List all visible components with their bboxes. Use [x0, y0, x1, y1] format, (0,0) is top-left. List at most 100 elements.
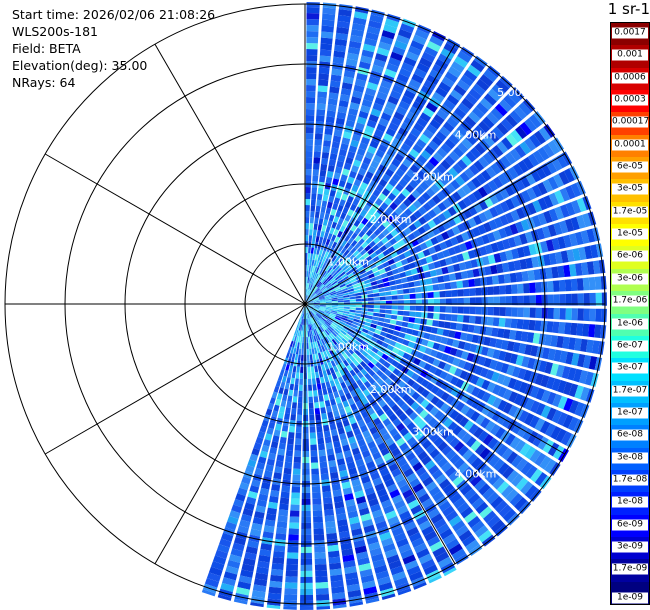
range-bin — [499, 296, 506, 306]
range-bin — [464, 167, 475, 179]
range-bin — [305, 295, 307, 302]
range-bin — [306, 306, 311, 312]
range-bin — [578, 246, 587, 261]
range-bin — [548, 208, 559, 222]
range-bin — [391, 295, 398, 300]
range-bin — [369, 232, 377, 241]
range-bin — [362, 580, 376, 590]
range-bin — [302, 336, 305, 343]
range-bin — [319, 461, 328, 469]
range-bin — [325, 116, 335, 124]
range-bin — [307, 300, 314, 303]
range-bin — [339, 355, 346, 362]
range-bin — [331, 280, 338, 286]
range-bin — [354, 153, 364, 162]
range-bin — [434, 410, 444, 421]
range-bin — [314, 145, 322, 152]
range-bin — [261, 481, 271, 490]
range-bin — [470, 146, 482, 159]
range-bin — [387, 95, 400, 106]
range-bin — [463, 69, 478, 82]
range-bin — [428, 246, 437, 255]
range-bin — [381, 29, 396, 40]
range-bin — [488, 455, 501, 468]
range-bin — [534, 472, 548, 487]
range-bin — [355, 400, 363, 409]
range-bin — [342, 131, 352, 140]
range-bin — [482, 256, 490, 266]
range-bin — [590, 244, 599, 259]
range-bin — [534, 373, 544, 386]
range-bin — [408, 287, 416, 294]
range-bin — [433, 244, 442, 253]
range-bin — [433, 452, 445, 464]
range-bin — [312, 492, 321, 499]
range-bin — [320, 364, 326, 371]
range-bin — [342, 419, 350, 427]
range-bin — [461, 231, 470, 242]
range-bin — [225, 521, 237, 531]
range-bin — [460, 404, 471, 416]
range-bin — [426, 187, 436, 198]
range-bin — [317, 291, 323, 296]
range-bin — [546, 407, 557, 421]
range-bin — [542, 439, 555, 454]
range-bin — [354, 227, 362, 235]
range-bin — [449, 347, 458, 356]
range-bin — [364, 282, 372, 288]
range-bin — [528, 243, 537, 256]
range-bin — [352, 250, 360, 257]
range-bin — [315, 377, 321, 385]
range-bin — [311, 348, 315, 355]
range-bin — [394, 153, 405, 163]
range-bin — [426, 535, 441, 547]
range-bin — [363, 93, 375, 102]
range-bin — [471, 520, 485, 533]
range-bin — [307, 302, 314, 304]
range-bin — [517, 283, 524, 294]
range-bin — [473, 125, 486, 137]
range-bin — [350, 277, 357, 283]
range-bin — [323, 188, 330, 196]
range-bin — [557, 236, 566, 249]
range-bin — [491, 84, 506, 98]
range-bin — [494, 203, 505, 216]
range-bin — [343, 304, 350, 307]
colorbar-tick-label: 1.7e-06 — [612, 295, 648, 307]
range-bin — [378, 493, 390, 503]
range-bin — [316, 594, 330, 601]
range-bin — [351, 133, 362, 142]
range-bin — [403, 250, 412, 258]
range-bin — [508, 404, 519, 417]
range-bin — [288, 365, 294, 372]
range-bin — [353, 84, 365, 93]
range-bin — [367, 248, 375, 256]
range-bin — [340, 381, 347, 389]
range-bin — [407, 322, 415, 329]
range-bin — [398, 67, 412, 78]
range-bin — [592, 260, 601, 274]
range-bin — [337, 324, 344, 330]
range-bin — [336, 294, 344, 298]
range-bin — [305, 295, 308, 302]
range-bin — [429, 541, 444, 553]
range-bin — [405, 452, 416, 462]
range-bin — [313, 163, 320, 170]
range-bin — [388, 57, 401, 67]
range-bin — [350, 345, 357, 352]
range-bin — [415, 305, 422, 312]
range-bin — [392, 45, 406, 56]
range-bin — [474, 142, 486, 155]
range-bin — [563, 234, 572, 248]
range-bin — [402, 352, 411, 360]
range-bin — [418, 216, 427, 226]
range-bin — [432, 491, 445, 502]
range-bin — [342, 313, 349, 317]
range-bin — [249, 485, 260, 494]
range-bin — [543, 195, 554, 209]
range-bin — [494, 361, 504, 372]
range-bin — [347, 510, 359, 519]
range-bin — [311, 462, 319, 469]
range-bin — [397, 300, 404, 305]
range-bin — [305, 133, 314, 140]
